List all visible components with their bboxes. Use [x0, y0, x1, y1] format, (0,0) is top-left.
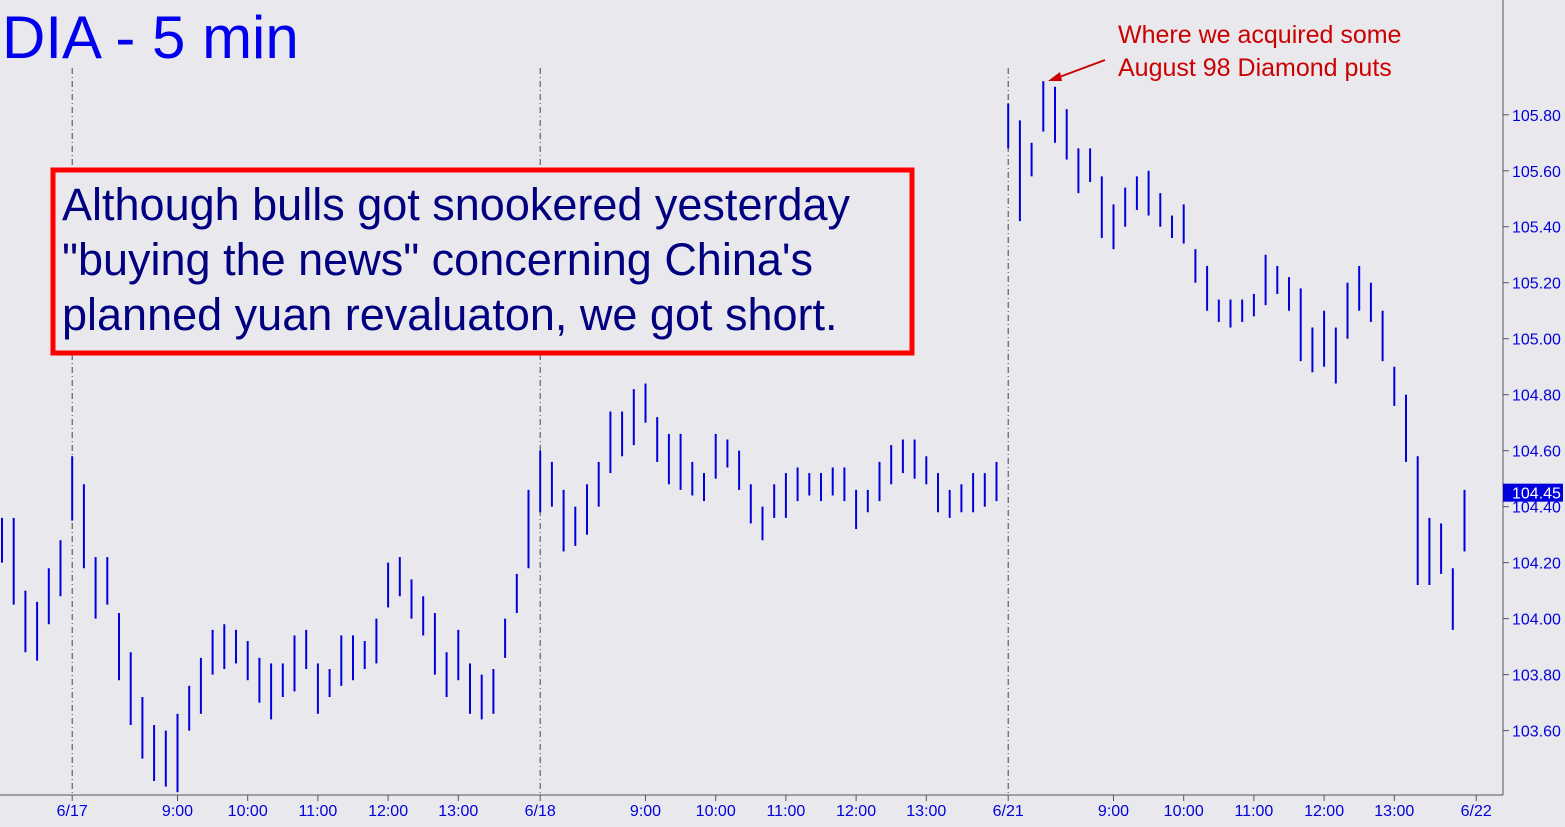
y-tick-label: 104.60 [1512, 444, 1561, 461]
note-text: Although bulls got snookered yesterday [62, 179, 851, 230]
annotation-arrow [1053, 59, 1106, 80]
x-tick-label: 10:00 [696, 803, 736, 820]
note-text: planned yuan revaluaton, we got short. [62, 289, 838, 340]
x-tick-label: 12:00 [368, 803, 408, 820]
x-tick-label: 12:00 [1304, 803, 1344, 820]
x-tick-label: 6/22 [1461, 803, 1492, 820]
x-tick-label: 10:00 [1164, 803, 1204, 820]
x-tick-label: 13:00 [1374, 803, 1414, 820]
x-tick-label: 11:00 [766, 803, 805, 820]
note-text: "buying the news" concerning China's [62, 234, 813, 285]
x-tick-label: 11:00 [298, 803, 337, 820]
x-tick-label: 13:00 [906, 803, 946, 820]
y-tick-label: 105.00 [1512, 332, 1561, 349]
x-tick-label: 6/21 [993, 803, 1024, 820]
annotation: Where we acquired some [1118, 21, 1401, 49]
x-tick-label: 6/18 [525, 803, 556, 820]
x-tick-label: 6/17 [57, 803, 88, 820]
y-tick-label: 105.40 [1512, 220, 1561, 237]
y-tick-label: 105.60 [1512, 164, 1561, 181]
y-tick-label: 104.00 [1512, 612, 1561, 629]
annotation-arrowhead [1048, 72, 1062, 81]
bars [1, 81, 1466, 793]
y-tick-label: 103.60 [1512, 724, 1561, 741]
x-tick-label: 10:00 [228, 803, 268, 820]
x-tick-label: 11:00 [1234, 803, 1273, 820]
note-box [50, 167, 915, 356]
x-tick-label: 9:00 [630, 803, 661, 820]
x-tick-label: 9:00 [162, 803, 193, 820]
y-tick-label: 104.80 [1512, 388, 1561, 405]
x-tick-label: 12:00 [836, 803, 876, 820]
y-tick-label: 105.20 [1512, 276, 1561, 293]
chart-title: DIA - 5 min [2, 4, 299, 71]
y-tick-label: 104.40 [1512, 500, 1561, 517]
y-tick-label: 105.80 [1512, 108, 1561, 125]
last-price-box [1503, 483, 1563, 502]
y-tick-label: 103.80 [1512, 668, 1561, 685]
y-tick-label: 104.20 [1512, 556, 1561, 573]
annotation: August 98 Diamond puts [1118, 54, 1392, 82]
last-price-label: 104.45 [1512, 486, 1561, 503]
x-tick-label: 9:00 [1098, 803, 1129, 820]
x-tick-label: 13:00 [438, 803, 478, 820]
